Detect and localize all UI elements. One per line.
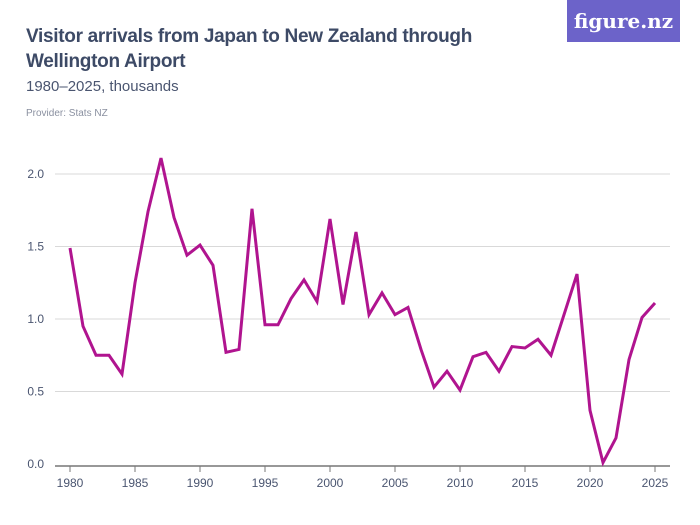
x-tick-label: 2015 [512,476,539,490]
provider-label: Provider: Stats NZ [26,108,108,119]
x-tick-label: 1995 [252,476,279,490]
y-tick-label: 1.5 [27,240,44,254]
y-tick-label: 1.0 [27,312,44,326]
y-tick-label: 0.0 [27,457,44,471]
data-line [68,157,657,467]
x-tick-label: 2020 [577,476,604,490]
y-tick-label: 0.5 [27,385,44,399]
x-tick-label: 1990 [187,476,214,490]
figure-nz-logo[interactable]: figure.nz [567,0,680,42]
x-tick-label: 1980 [57,476,84,490]
logo-text: figure.nz [573,9,674,33]
x-tick-label: 1985 [122,476,149,490]
chart-title: Visitor arrivals from Japan to New Zeala… [26,26,473,72]
x-tick-label: 2005 [382,476,409,490]
y-tick-label: 2.0 [27,167,44,181]
x-tick-label: 2000 [317,476,344,490]
x-tick-label: 2025 [642,476,669,490]
x-tick-label: 2010 [447,476,474,490]
chart-subtitle: 1980–2025, thousands [26,78,179,95]
